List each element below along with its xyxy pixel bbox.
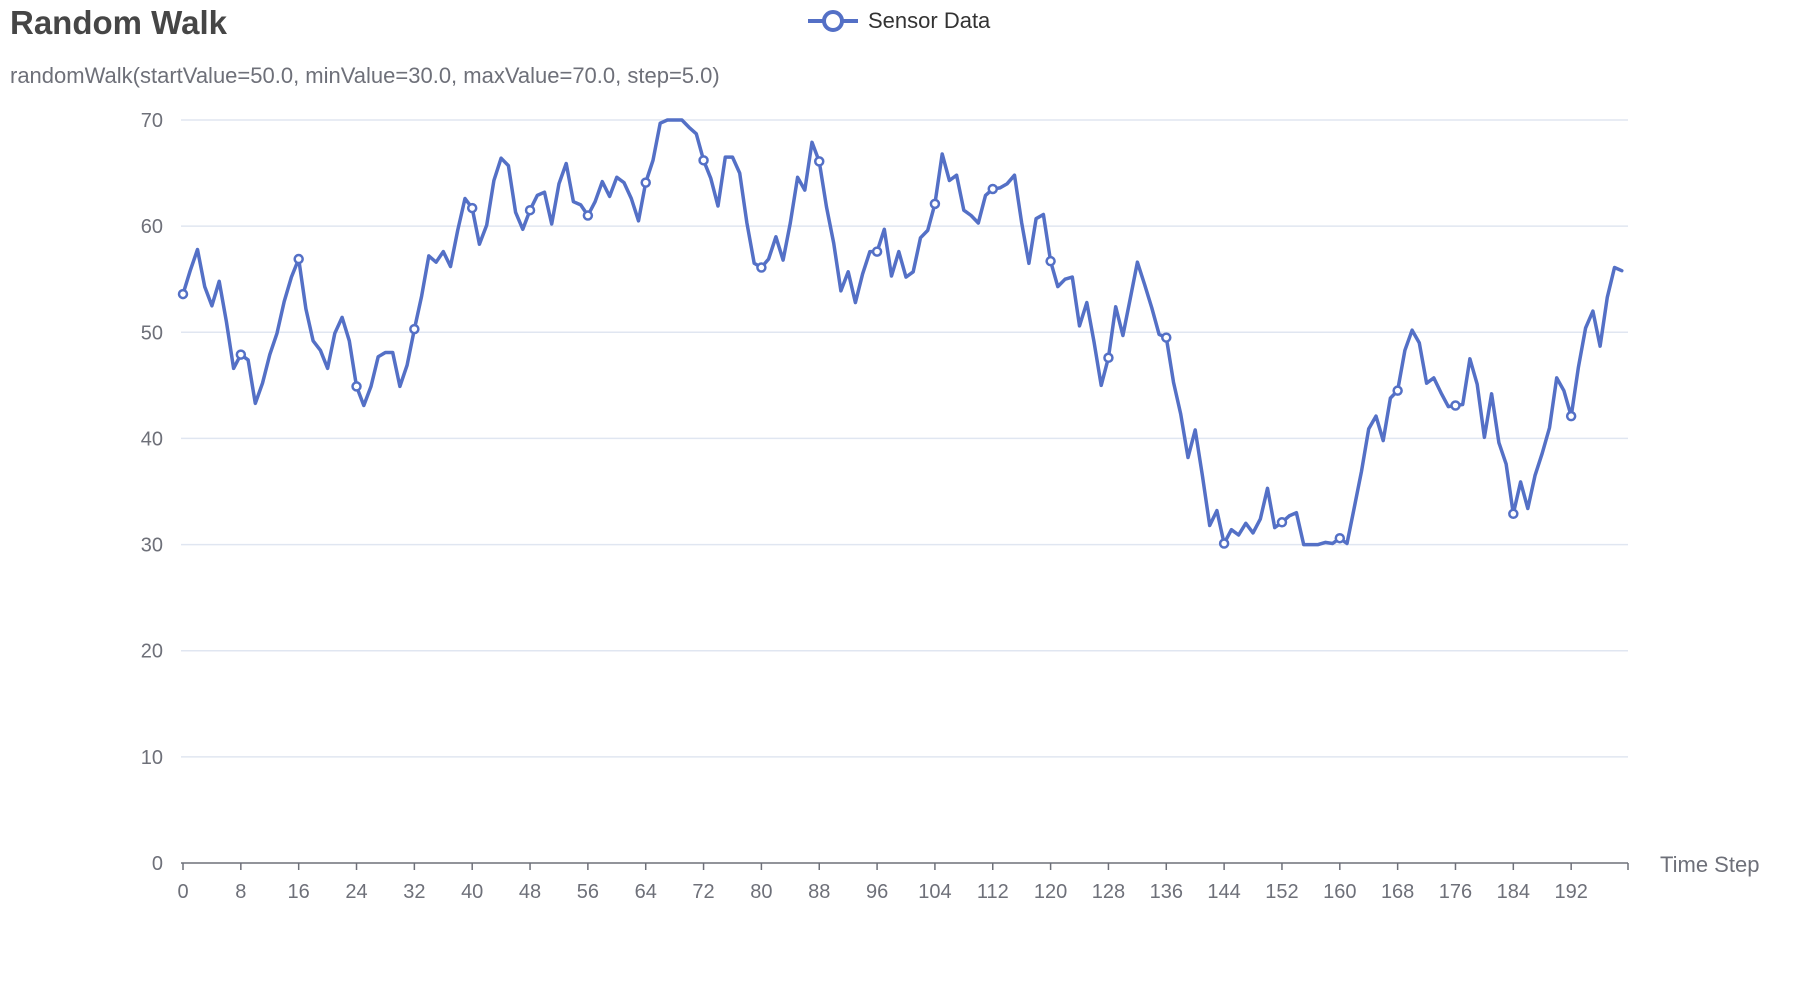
y-tick-label-10: 10 (141, 747, 163, 769)
data-point-40 (466, 202, 478, 214)
data-point-128 (1103, 352, 1114, 364)
x-tick-label-72: 72 (692, 881, 714, 903)
x-tick-label-128: 128 (1092, 881, 1125, 903)
x-tick-label-24: 24 (345, 881, 367, 903)
chart-subtitle: randomWalk(startValue=50.0, minValue=30.… (10, 63, 720, 88)
x-tick-label-48: 48 (519, 881, 541, 903)
x-tick-label-184: 184 (1497, 881, 1530, 903)
x-tick-label-32: 32 (403, 881, 425, 903)
x-tick-label-104: 104 (918, 881, 951, 903)
x-tick-label-192: 192 (1554, 881, 1587, 903)
x-tick-label-144: 144 (1207, 881, 1240, 903)
legend-item-sensor-data[interactable]: Sensor Data (808, 8, 990, 34)
grid-lines (181, 119, 1628, 758)
data-point-192 (1565, 410, 1577, 422)
data-point-64 (640, 177, 651, 188)
x-tick-label-88: 88 (808, 881, 830, 903)
x-axis: 0 8 16 24 32 40 48 56 64 72 80 88 96 104 112 120 128 136 1… (177, 862, 1629, 903)
data-point-16 (293, 253, 304, 265)
data-point-48 (524, 204, 536, 216)
data-point-96 (871, 246, 883, 257)
series-sensor-data (177, 118, 1624, 549)
x-tick-label-64: 64 (635, 881, 657, 903)
series-line-0 (181, 118, 1624, 547)
x-tick-label-40: 40 (461, 881, 483, 903)
data-point-152 (1276, 517, 1288, 528)
x-tick-label-112: 112 (977, 881, 1009, 903)
x-axis-title: Time Step (1660, 852, 1759, 877)
y-tick-label-30: 30 (141, 535, 163, 557)
data-point-0 (177, 288, 189, 300)
y-tick-label-40: 40 (141, 428, 163, 450)
data-point-8 (235, 349, 247, 360)
y-tick-label-50: 50 (141, 322, 163, 344)
data-point-144 (1218, 538, 1230, 549)
x-tick-label-176: 176 (1439, 881, 1472, 903)
x-tick-label-136: 136 (1150, 881, 1183, 903)
data-point-56 (582, 210, 594, 221)
x-tick-label-96: 96 (866, 881, 888, 903)
y-tick-label-0: 0 (152, 853, 163, 875)
data-point-120 (1045, 255, 1056, 267)
x-tick-label-0: 0 (177, 881, 188, 903)
x-tick-label-56: 56 (577, 881, 599, 903)
x-tick-label-160: 160 (1323, 881, 1356, 903)
legend-line-circle-icon (808, 10, 858, 32)
data-point-136 (1161, 332, 1172, 343)
data-point-184 (1508, 508, 1519, 520)
x-tick-label-80: 80 (750, 881, 772, 903)
x-tick-label-16: 16 (288, 881, 310, 903)
data-point-176 (1450, 400, 1461, 411)
y-tick-label-60: 60 (141, 216, 163, 238)
y-axis-labels: 0 10 20 30 40 50 60 70 (141, 110, 163, 875)
y-tick-label-70: 70 (141, 110, 163, 132)
data-point-80 (756, 262, 767, 273)
data-point-32 (409, 323, 420, 335)
data-point-72 (698, 155, 709, 166)
chart-title: Random Walk (10, 4, 227, 41)
data-point-88 (813, 156, 825, 167)
data-point-104 (929, 198, 941, 210)
data-point-112 (987, 183, 999, 195)
legend-label: Sensor Data (868, 8, 991, 33)
x-tick-label-168: 168 (1381, 881, 1414, 903)
x-tick-label-8: 8 (235, 881, 246, 903)
data-point-24 (351, 381, 362, 392)
data-point-168 (1392, 385, 1403, 396)
data-point-160 (1334, 532, 1346, 544)
x-tick-label-120: 120 (1034, 881, 1067, 903)
x-tick-label-152: 152 (1265, 881, 1298, 903)
y-tick-label-20: 20 (141, 641, 163, 663)
